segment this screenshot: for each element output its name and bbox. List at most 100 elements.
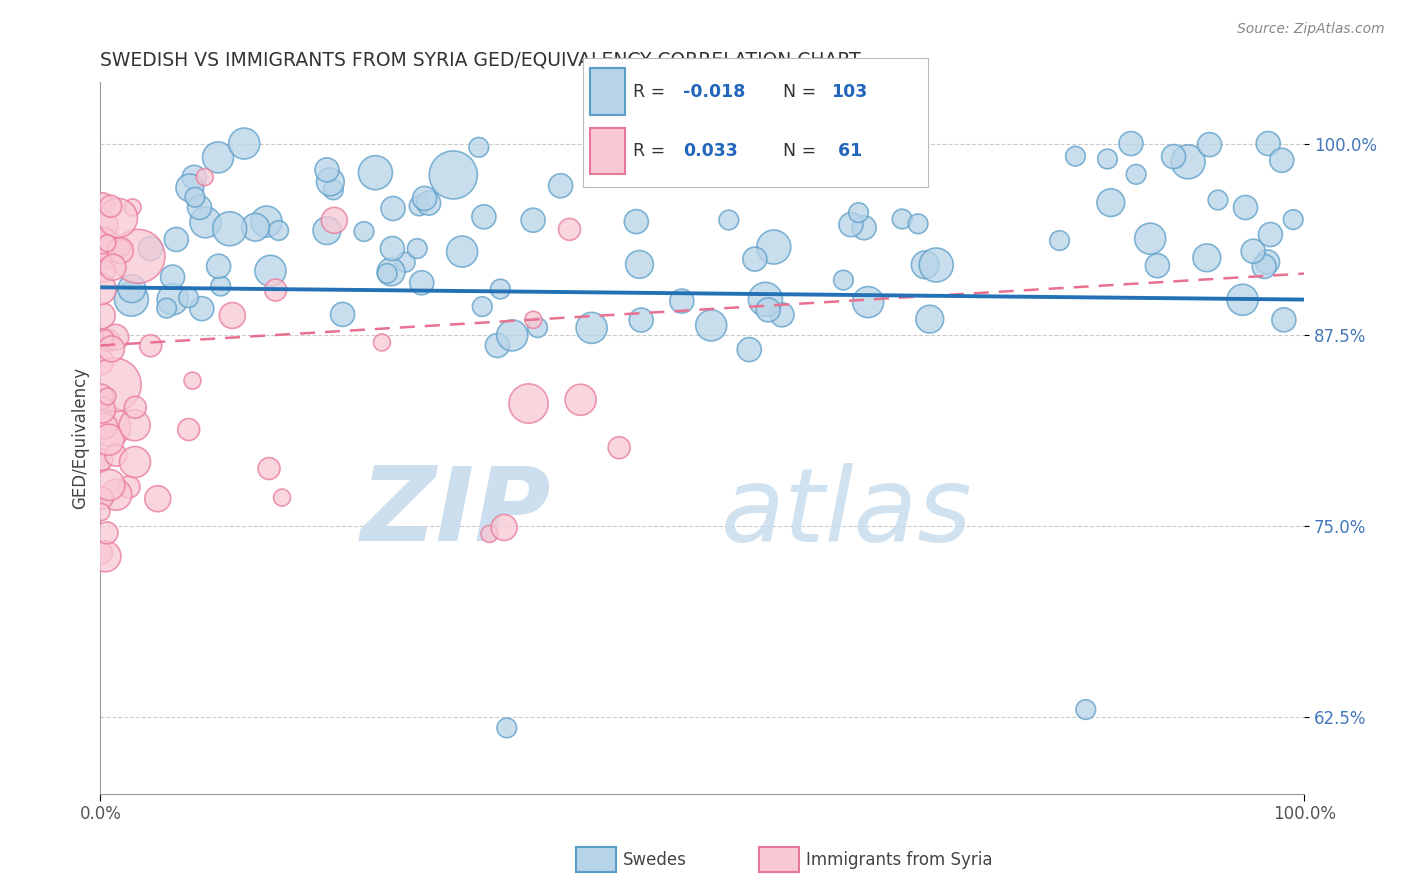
Point xyxy=(671,136,693,151)
Point xyxy=(489,282,512,296)
Point xyxy=(1074,702,1097,716)
Point xyxy=(184,190,207,204)
Point xyxy=(93,399,115,413)
Point xyxy=(90,546,112,560)
Point xyxy=(856,136,879,151)
Point xyxy=(194,169,217,184)
Point xyxy=(839,218,862,232)
Point xyxy=(91,309,114,323)
Point xyxy=(835,136,858,151)
Point xyxy=(526,320,548,334)
Point xyxy=(162,293,184,307)
Point xyxy=(925,258,948,272)
Point xyxy=(380,265,402,279)
Point xyxy=(104,330,127,344)
Text: N =: N = xyxy=(783,142,817,160)
Text: R =: R = xyxy=(634,142,665,160)
Point xyxy=(382,202,405,216)
Point xyxy=(408,199,430,213)
Point xyxy=(209,279,232,293)
Point xyxy=(494,520,516,534)
Point xyxy=(322,183,344,197)
Point xyxy=(332,307,354,321)
Point xyxy=(120,292,142,306)
Point xyxy=(139,242,162,256)
Point xyxy=(630,313,652,327)
Point xyxy=(162,270,184,285)
Point xyxy=(124,455,146,469)
Point xyxy=(1271,153,1294,168)
Point xyxy=(207,150,229,164)
Point xyxy=(411,276,433,290)
Point xyxy=(91,403,114,417)
Point xyxy=(918,312,941,326)
Point xyxy=(472,210,495,224)
Point xyxy=(1064,149,1087,163)
Point xyxy=(96,251,118,265)
Point xyxy=(319,175,342,189)
Text: -0.018: -0.018 xyxy=(683,83,745,101)
Point xyxy=(121,282,143,296)
Text: R =: R = xyxy=(634,83,665,101)
Point xyxy=(94,218,117,232)
Text: 103: 103 xyxy=(831,83,868,101)
Point xyxy=(1139,232,1161,246)
Point xyxy=(770,308,793,322)
Point xyxy=(1257,255,1279,269)
Point xyxy=(762,240,785,254)
Point xyxy=(353,225,375,239)
Point xyxy=(1253,260,1275,274)
Point xyxy=(486,338,509,352)
Point xyxy=(165,232,187,246)
Point xyxy=(394,255,416,269)
Point xyxy=(1198,137,1220,152)
Point xyxy=(221,309,243,323)
Point xyxy=(522,213,544,227)
Point xyxy=(207,259,229,273)
Point xyxy=(558,222,581,236)
Point xyxy=(848,205,870,219)
Point xyxy=(183,170,205,185)
Point xyxy=(98,478,121,492)
Point xyxy=(1241,244,1264,259)
Point xyxy=(754,293,776,307)
Point xyxy=(93,264,115,278)
Point xyxy=(756,302,779,317)
Bar xyxy=(591,128,624,175)
Point xyxy=(191,301,214,316)
Point xyxy=(628,257,651,271)
Point xyxy=(271,491,294,505)
Point xyxy=(89,390,111,404)
Point xyxy=(550,178,572,193)
Point xyxy=(1272,313,1295,327)
Point xyxy=(127,249,149,263)
Point xyxy=(501,328,523,343)
Text: Immigrants from Syria: Immigrants from Syria xyxy=(806,851,993,869)
Point xyxy=(96,389,118,403)
Point xyxy=(90,452,112,467)
Point xyxy=(607,441,630,455)
Point xyxy=(91,234,114,248)
Point xyxy=(233,136,256,151)
Point xyxy=(626,214,648,228)
Point xyxy=(97,333,120,347)
Point xyxy=(749,148,772,162)
Point xyxy=(471,300,494,314)
Point xyxy=(218,221,240,235)
Point xyxy=(1163,150,1185,164)
Point xyxy=(91,491,114,506)
Point xyxy=(914,258,936,272)
Point xyxy=(177,291,200,305)
Point xyxy=(1206,193,1229,207)
Text: 61: 61 xyxy=(831,142,862,160)
Point xyxy=(316,224,339,238)
Point xyxy=(738,343,761,357)
Point xyxy=(259,264,281,278)
Point xyxy=(256,214,278,228)
Point xyxy=(418,196,440,211)
Point xyxy=(245,220,267,235)
Point xyxy=(1125,167,1147,181)
Point xyxy=(381,242,404,256)
Point xyxy=(100,420,122,434)
Point xyxy=(156,301,179,315)
